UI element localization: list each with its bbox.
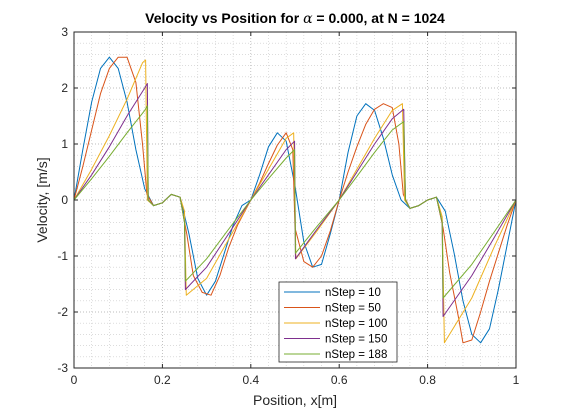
y-tick-label: 2	[61, 81, 68, 95]
legend-label-1: nStep = 10	[325, 287, 381, 299]
x-axis-label: Position, x[m]	[253, 392, 337, 408]
chart-title-prefix: Velocity vs Position for	[145, 10, 303, 26]
x-tick-label: 0.6	[331, 373, 348, 387]
series-layer	[73, 56, 517, 344]
y-tick-labels: -3 -2 -1 0 1 2 3	[57, 25, 68, 375]
legend-label-4: nStep = 150	[325, 334, 387, 346]
legend-box	[278, 281, 398, 363]
y-tick-label: 3	[61, 25, 68, 39]
chart-title-suffix: = 0.000, at N = 1024	[313, 10, 446, 26]
x-tick-label: 0.2	[154, 373, 171, 387]
x-tick-label: 0	[71, 373, 78, 387]
x-tick-labels: 0 0.2 0.4 0.6 0.8 1	[71, 373, 520, 387]
y-tick-label: -1	[57, 249, 68, 263]
legend-label-3: nStep = 100	[325, 318, 387, 330]
y-axis-label: Velocity, [m/s]	[34, 157, 50, 242]
y-tick-label: 0	[61, 193, 68, 207]
x-tick-label: 1	[513, 373, 520, 387]
legend: nStep = 10 nStep = 50 nStep = 100 nStep = 1…	[278, 281, 398, 363]
y-tick-label: 1	[61, 137, 68, 151]
legend-label-2: nStep = 50	[325, 303, 381, 315]
legend-label-5: nStep = 188	[325, 349, 387, 361]
x-tick-label: 0.8	[419, 373, 436, 387]
chart-title: Velocity vs Position for α = 0.000, at N…	[145, 10, 445, 27]
series-line-5	[73, 105, 517, 299]
x-tick-label: 0.4	[242, 373, 259, 387]
y-tick-label: -2	[57, 305, 68, 319]
chart-title-alpha-symbol: α	[303, 11, 313, 27]
y-tick-label: -3	[57, 361, 68, 375]
legend-entries: nStep = 10 nStep = 50 nStep = 100 nStep = 1…	[284, 287, 387, 361]
tick-marks	[73, 31, 517, 369]
